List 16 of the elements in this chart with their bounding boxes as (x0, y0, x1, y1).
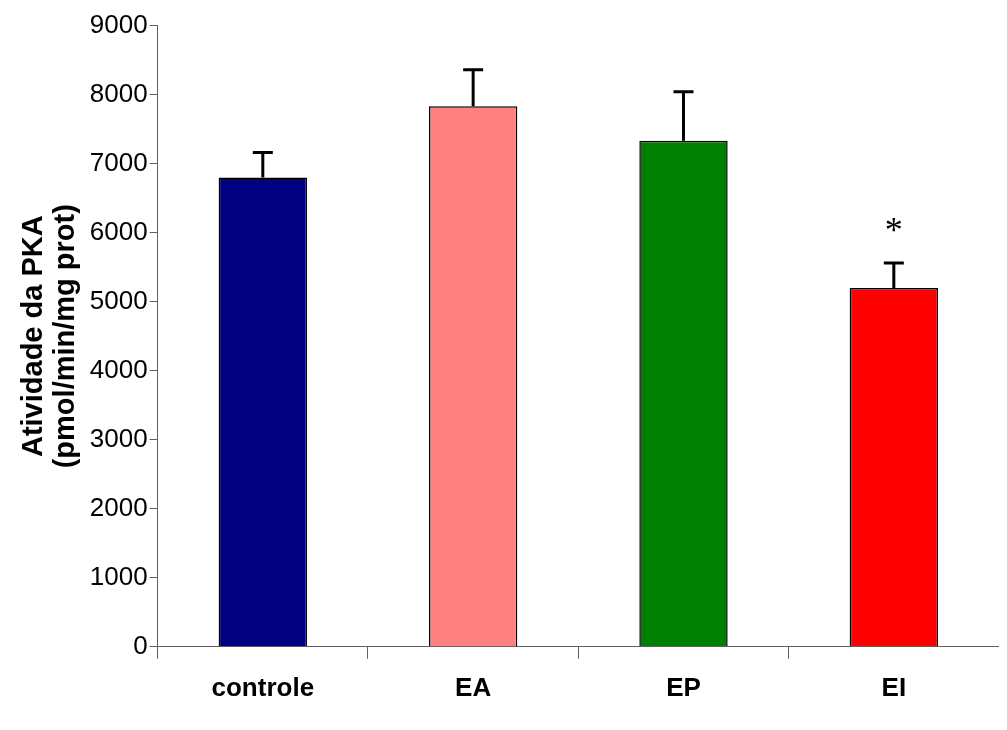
y-tick-label: 4000 (89, 353, 148, 384)
y-axis-title: Atividade da PKA (pmol/min/mg prot) (15, 204, 80, 469)
y-tick-label: 7000 (89, 146, 148, 177)
y-tick-label: 6000 (89, 215, 148, 246)
y-tick-label: 5000 (89, 284, 148, 315)
y-tick-label: 9000 (89, 8, 148, 39)
annotation: * (884, 210, 903, 251)
y-tick-label: 0 (133, 629, 148, 660)
x-tick-label: EI (881, 671, 907, 702)
x-tick-label: EP (666, 671, 701, 702)
y-tick-label: 3000 (89, 422, 148, 453)
y-tick-label: 1000 (89, 560, 148, 591)
y-tick-label: 8000 (89, 77, 148, 108)
x-tick-label: EA (455, 671, 492, 702)
y-tick-label: 2000 (89, 491, 148, 522)
x-tick-label: controle (211, 671, 315, 702)
